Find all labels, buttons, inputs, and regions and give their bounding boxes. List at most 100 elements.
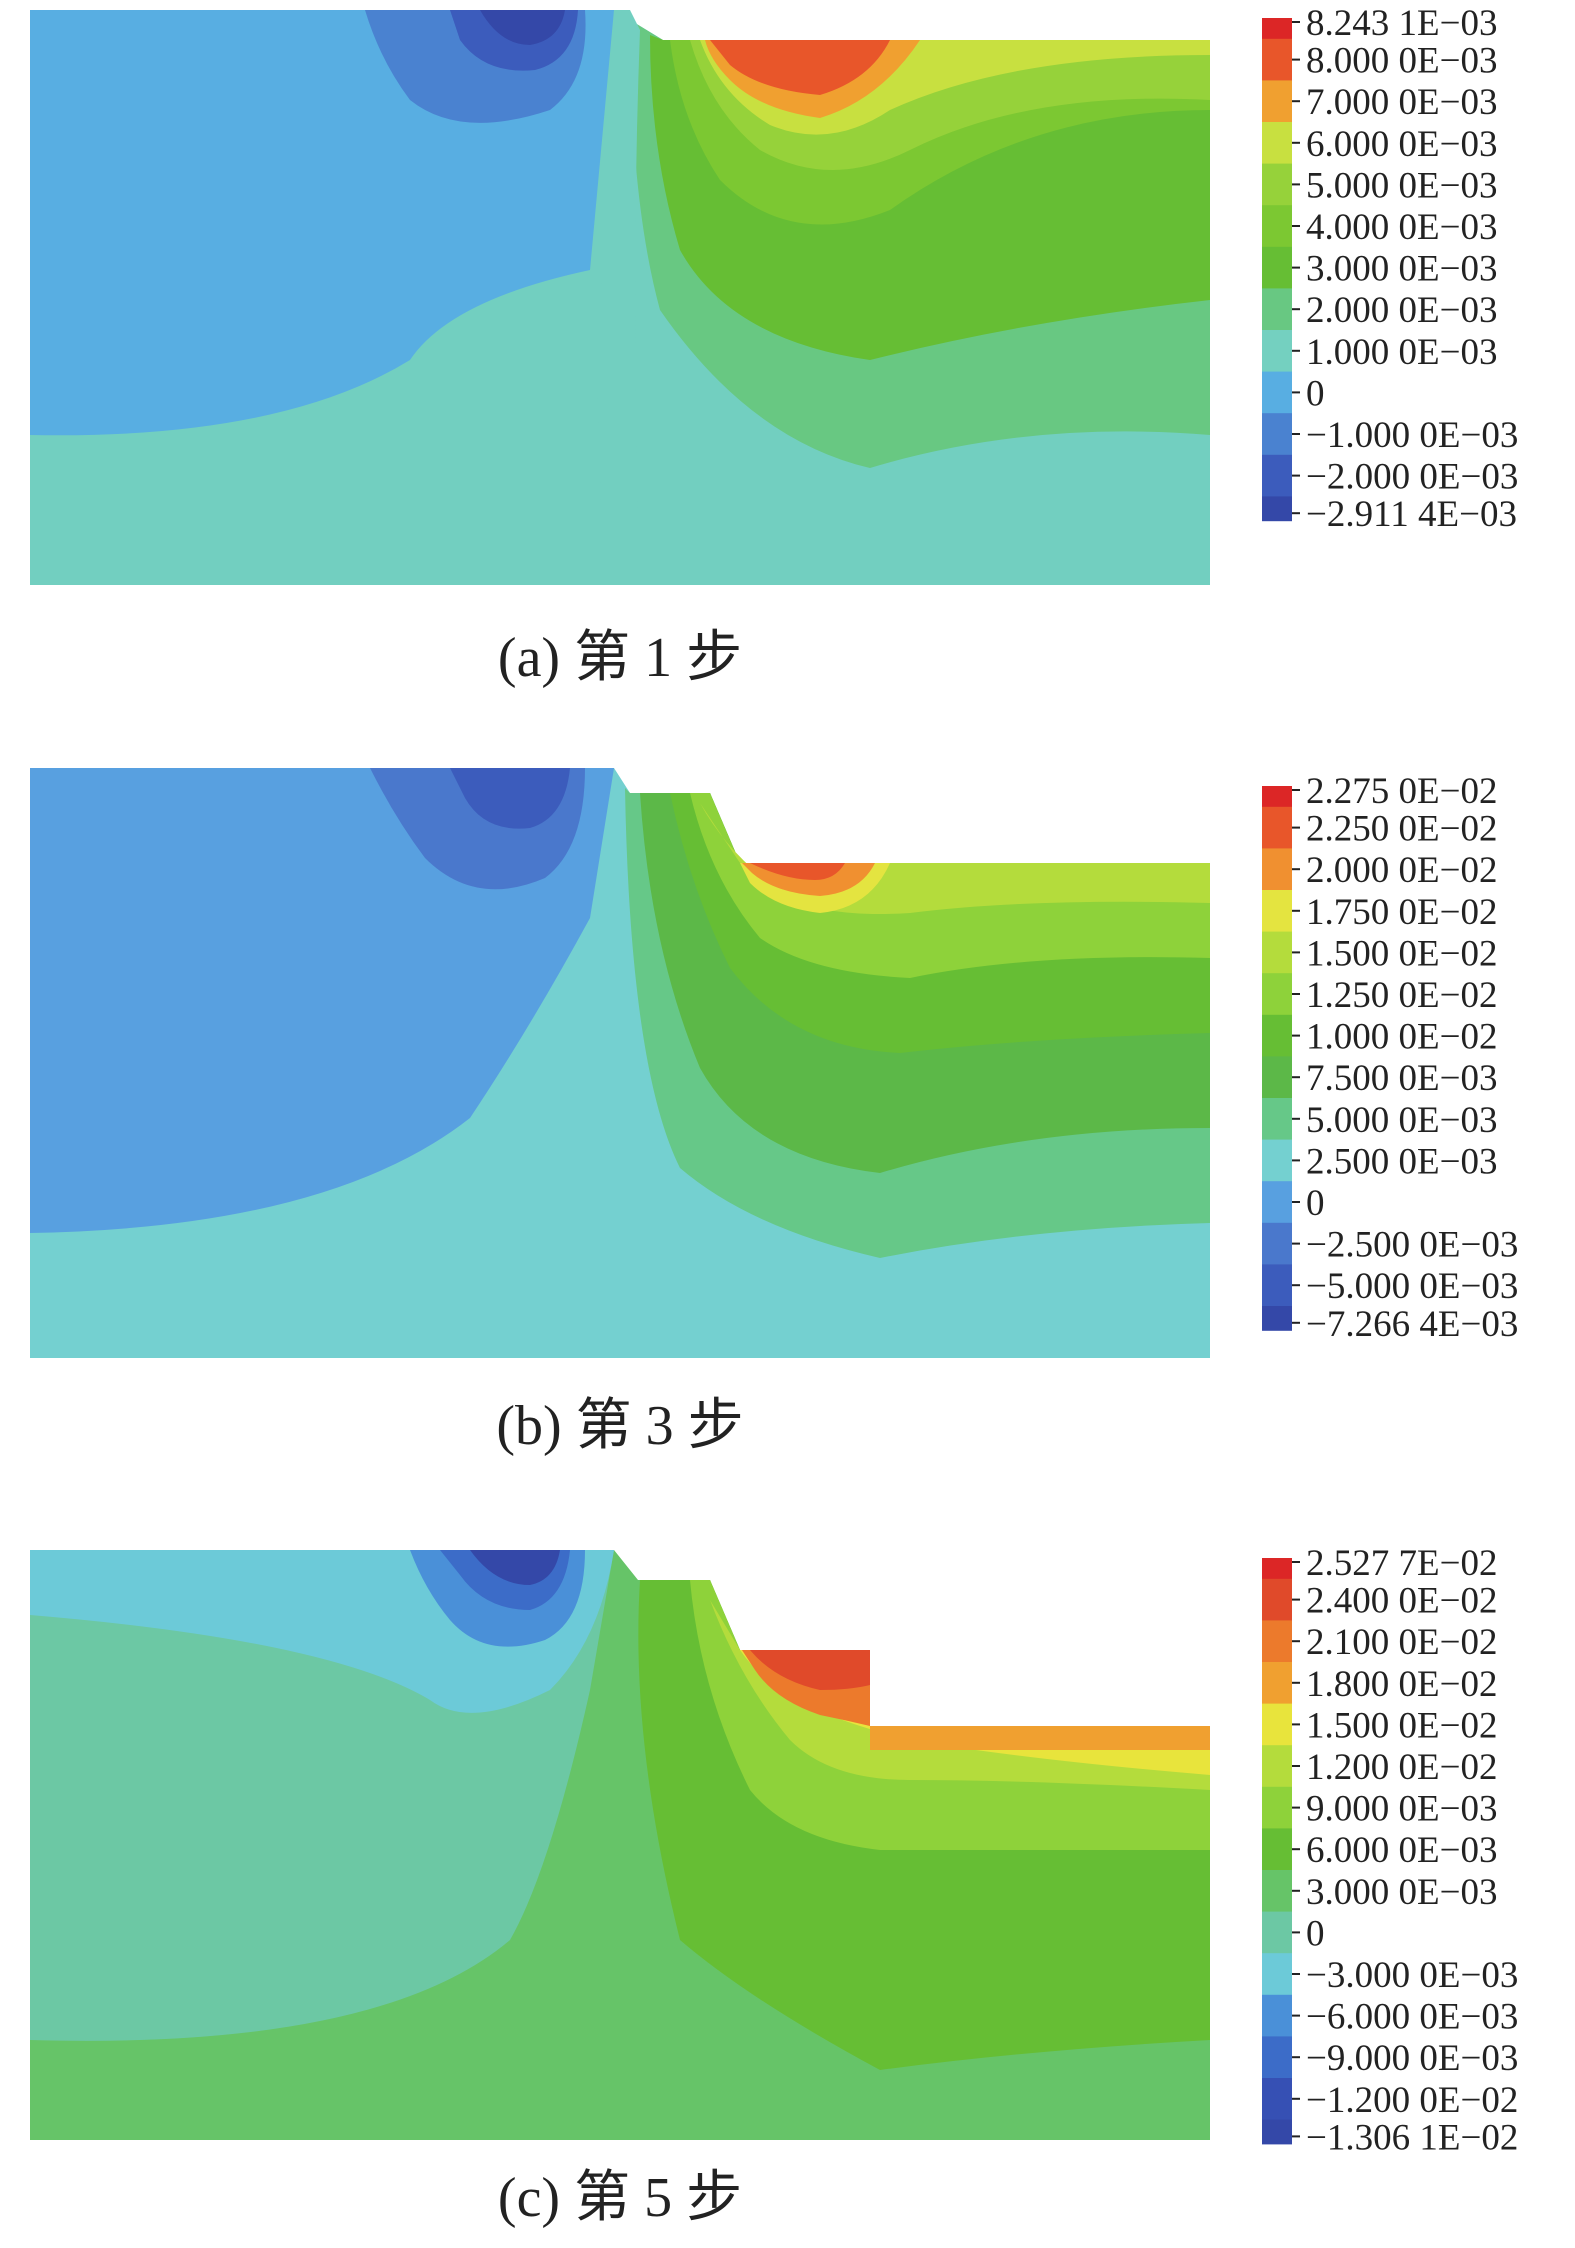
legend-swatch [1262, 246, 1292, 290]
region-level-2.25e-02-b [750, 863, 845, 880]
legend-swatch [1262, 890, 1292, 933]
legend-label: 6.000 0E−03 [1306, 1830, 1497, 1871]
contour-plot-step-5 [30, 1550, 1210, 2140]
legend-swatch [1262, 2036, 1292, 2079]
legend-label: −9.000 0E−03 [1306, 2038, 1518, 2079]
legend-label: 4.000 0E−03 [1306, 207, 1497, 248]
legend-label: 2.500 0E−03 [1306, 1141, 1497, 1182]
legend-swatch [1262, 1703, 1292, 1747]
legend-label: −2.000 0E−03 [1306, 457, 1518, 498]
legend-label: 0 [1306, 1913, 1325, 1954]
region-level-neg-1.2e-02-c [470, 1550, 560, 1585]
legend-label: −7.266 4E−03 [1306, 1304, 1518, 1345]
legend-label: −5.000 0E−03 [1306, 1266, 1518, 1307]
legend-label: −6.000 0E−03 [1306, 1997, 1518, 2038]
legend-label: 1.000 0E−02 [1306, 1017, 1497, 1058]
legend-label: 2.527 7E−02 [1306, 1543, 1497, 1584]
region-level-1.8e-02-c-ledge [870, 1726, 1210, 1750]
caption-step-3: (b) 第 3 步 [496, 1395, 744, 1457]
legend-label: 2.100 0E−02 [1306, 1622, 1497, 1663]
legend-swatch [1262, 1620, 1292, 1663]
legend-label: 1.250 0E−02 [1306, 975, 1497, 1016]
legend-swatch [1262, 786, 1292, 811]
legend-label: 2.400 0E−02 [1306, 1581, 1497, 1622]
legend-swatch [1262, 2078, 1292, 2121]
region-level-1e-03-stem [597, 10, 640, 585]
legend-swatch [1262, 848, 1292, 891]
legend-swatch [1262, 1181, 1292, 1224]
legend-label: 1.750 0E−02 [1306, 892, 1497, 933]
legend-swatch [1262, 1953, 1292, 1996]
legend-swatch [1262, 288, 1292, 331]
contour-plot-step-1 [30, 10, 1210, 585]
legend-label: −1.000 0E−03 [1306, 415, 1518, 456]
legend-swatch [1262, 330, 1292, 373]
legend-swatch [1262, 1558, 1292, 1583]
legend-label: 7.500 0E−03 [1306, 1058, 1497, 1099]
legend-swatch [1262, 1662, 1292, 1705]
legend-swatch [1262, 122, 1292, 165]
legend-swatches [1262, 786, 1292, 1331]
legend-swatch [1262, 163, 1292, 207]
region-level-2.4e-02-c [750, 1650, 870, 1690]
legend-swatch [1262, 1745, 1292, 1788]
legend-step-3: 2.275 0E−022.250 0E−022.000 0E−021.750 0… [1262, 771, 1518, 1345]
legend-swatch [1262, 973, 1292, 1016]
legend-label: −2.500 0E−03 [1306, 1225, 1518, 1266]
legend-label: −2.911 4E−03 [1306, 494, 1517, 535]
legend-labels: 2.275 0E−022.250 0E−022.000 0E−021.750 0… [1292, 771, 1518, 1345]
legend-label: 7.000 0E−03 [1306, 82, 1497, 123]
legend-swatches [1262, 18, 1292, 522]
legend-label: 1.000 0E−03 [1306, 332, 1497, 373]
legend-swatch [1262, 2119, 1292, 2145]
legend-swatch [1262, 1264, 1292, 1307]
legend-label: 3.000 0E−03 [1306, 249, 1497, 290]
legend-swatch [1262, 38, 1292, 82]
legend-label: 2.275 0E−02 [1306, 771, 1497, 812]
legend-label: 5.000 0E−03 [1306, 1100, 1497, 1141]
region-level-neg-5e-03-b [450, 768, 570, 829]
legend-label: 1.200 0E−02 [1306, 1747, 1497, 1788]
legend-swatch [1262, 1056, 1292, 1099]
legend-swatch [1262, 80, 1292, 123]
legend-label: 8.000 0E−03 [1306, 41, 1497, 82]
legend-label: 9.000 0E−03 [1306, 1789, 1497, 1830]
legend-swatch [1262, 454, 1292, 498]
legend-label: 8.243 1E−03 [1306, 3, 1497, 44]
legend-swatch [1262, 205, 1292, 248]
legend-swatch [1262, 1098, 1292, 1141]
legend-label: −3.000 0E−03 [1306, 1955, 1518, 1996]
caption-step-1: (a) 第 1 步 [497, 627, 743, 689]
legend-label: 0 [1306, 373, 1325, 414]
legend-labels: 8.243 1E−038.000 0E−037.000 0E−036.000 0… [1292, 3, 1518, 535]
contour-plot-step-3 [30, 768, 1210, 1358]
legend-swatch [1262, 1994, 1292, 2038]
legend-label: 2.250 0E−02 [1306, 809, 1497, 850]
legend-label: −1.306 1E−02 [1306, 2117, 1518, 2158]
legend-swatch [1262, 371, 1292, 415]
region-level-neg-2.9e-03 [480, 10, 565, 45]
legend-labels: 2.527 7E−022.400 0E−022.100 0E−021.800 0… [1292, 1543, 1518, 2158]
legend-swatch [1262, 1911, 1292, 1955]
legend-label: 0 [1306, 1183, 1325, 1224]
legend-label: 5.000 0E−03 [1306, 165, 1497, 206]
legend-label: 1.500 0E−02 [1306, 933, 1497, 974]
legend-swatch [1262, 1786, 1292, 1830]
legend-swatch [1262, 1870, 1292, 1913]
legend-swatch [1262, 1014, 1292, 1058]
legend-label: 1.800 0E−02 [1306, 1664, 1497, 1705]
legend-label: 1.500 0E−02 [1306, 1705, 1497, 1746]
legend-swatch [1262, 931, 1292, 975]
region-level-8e-03 [710, 40, 890, 95]
legend-label: 2.000 0E−03 [1306, 290, 1497, 331]
legend-swatch [1262, 1139, 1292, 1183]
legend-label: 3.000 0E−03 [1306, 1872, 1497, 1913]
legend-swatch [1262, 413, 1292, 456]
caption-step-5: (c) 第 5 步 [497, 2167, 743, 2229]
legend-step-1: 8.243 1E−038.000 0E−037.000 0E−036.000 0… [1262, 3, 1518, 535]
legend-swatch [1262, 496, 1292, 522]
legend-step-5: 2.527 7E−022.400 0E−022.100 0E−021.800 0… [1262, 1543, 1518, 2158]
legend-label: 6.000 0E−03 [1306, 124, 1497, 165]
legend-swatches [1262, 1558, 1292, 2145]
legend-swatch [1262, 18, 1292, 43]
